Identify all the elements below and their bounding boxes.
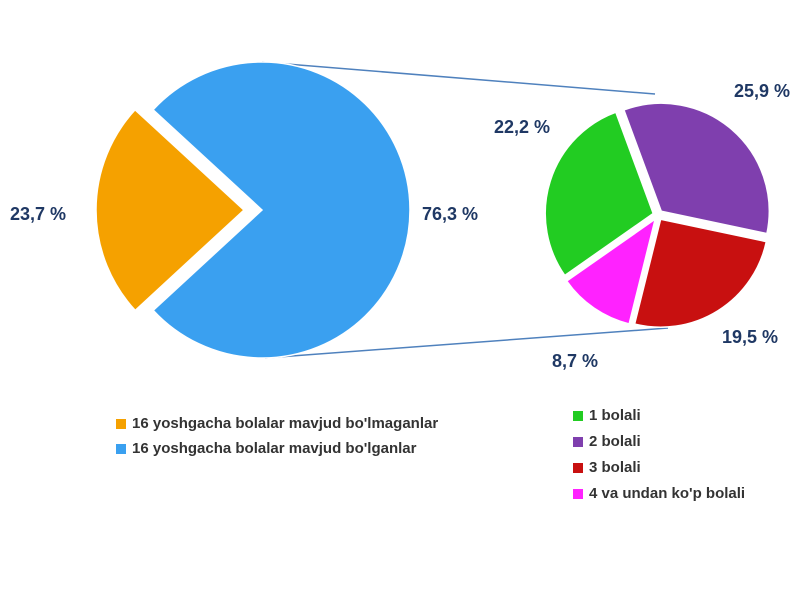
- legend-label: 4 va undan ko'p bolali: [589, 485, 745, 502]
- legend-swatch: [573, 463, 583, 473]
- pie-slice: [565, 217, 657, 325]
- legend-swatch: [573, 411, 583, 421]
- data-label: 76,3 %: [422, 204, 478, 224]
- legend-swatch: [116, 419, 126, 429]
- legend-swatch: [116, 444, 126, 454]
- connector-line: [264, 327, 669, 359]
- legend-label: 3 bolali: [589, 459, 641, 476]
- data-label: 22,2 %: [494, 117, 550, 137]
- data-label: 23,7 %: [10, 204, 66, 224]
- legend-label: 1 bolali: [589, 407, 641, 424]
- pie-slice: [95, 108, 246, 312]
- legend-label: 2 bolali: [589, 433, 641, 450]
- pie-slice: [544, 111, 655, 277]
- legend-swatch: [573, 437, 583, 447]
- connector-line: [261, 61, 656, 95]
- pie-slice: [152, 61, 411, 359]
- data-label: 25,9 %: [734, 81, 790, 101]
- legend-label: 16 yoshgacha bolalar mavjud bo'lganlar: [132, 440, 417, 457]
- data-label: 19,5 %: [722, 327, 778, 347]
- pie-slice: [622, 102, 770, 235]
- legend-swatch: [573, 489, 583, 499]
- data-label: 8,7 %: [552, 351, 598, 371]
- pie-slice: [633, 218, 768, 328]
- legend-label: 16 yoshgacha bolalar mavjud bo'lmaganlar: [132, 415, 438, 432]
